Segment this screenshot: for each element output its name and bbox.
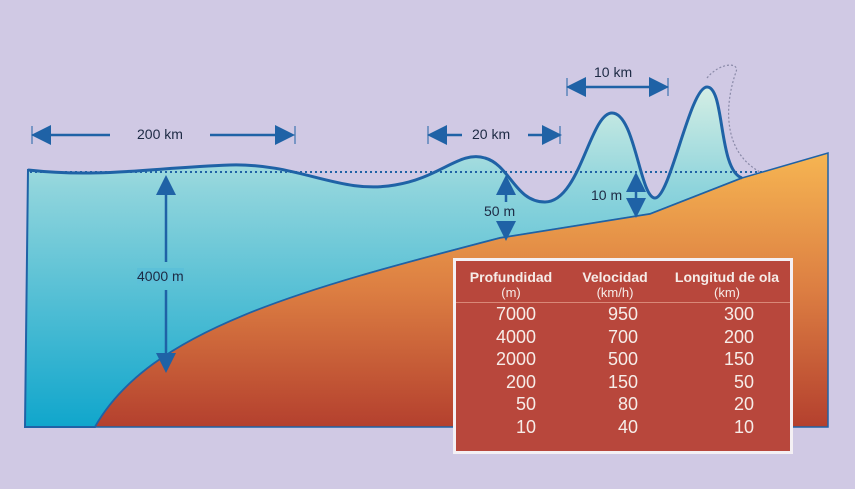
table-cell: 700 (607, 326, 638, 347)
unit-wavelength: (km) (714, 285, 740, 300)
table-cell: 150 (723, 349, 754, 369)
table-row: 50 80 20 (456, 393, 790, 416)
table-header: Profundidad Velocidad Longitud de ola (456, 261, 790, 285)
wave-surface (27, 85, 743, 204)
table-cell: 2000 (495, 349, 536, 369)
unit-speed: (km/h) (596, 285, 634, 300)
header-speed: Velocidad (582, 269, 648, 285)
table-row: 7000 950 300 (456, 303, 790, 326)
table-cell: 950 (607, 304, 638, 324)
table-cell: 4000 (495, 326, 536, 347)
unit-depth: (m) (501, 285, 521, 300)
table-row: 200 150 50 (456, 371, 790, 394)
amplitude-shallow-label: 10 m (591, 187, 623, 203)
wavelength-mid-label: 20 km (472, 126, 511, 142)
header-wavelength: Longitud de ola (674, 269, 780, 285)
wavelength-shallow-label: 10 km (594, 64, 633, 80)
table-cell: 50 (733, 371, 754, 392)
table-row: 2000 500 150 (456, 348, 790, 371)
amplitude-mid-label: 50 m (484, 203, 516, 219)
table-cell: 150 (607, 371, 638, 392)
table-row: 10 40 10 (456, 416, 790, 439)
table-row: 4000 700 200 (456, 326, 790, 349)
table-cell: 10 (733, 416, 754, 437)
table-cell: 200 (723, 326, 754, 347)
table-cell: 300 (723, 304, 754, 324)
speed-table: Profundidad Velocidad Longitud de ola (m… (453, 258, 793, 454)
table-cell: 40 (617, 416, 638, 437)
depth-deep-label: 4000 m (137, 268, 184, 284)
table-cell: 7000 (495, 304, 536, 324)
table-cell: 50 (515, 394, 536, 414)
table-cell: 80 (617, 394, 638, 414)
table-cell: 200 (505, 371, 536, 392)
table-cell: 500 (607, 349, 638, 369)
table-cell: 10 (515, 416, 536, 437)
header-depth: Profundidad (469, 269, 553, 285)
table-cell: 20 (733, 394, 754, 414)
table-units: (m) (km/h) (km) (456, 285, 790, 303)
wavelength-deep-label: 200 km (137, 126, 183, 142)
